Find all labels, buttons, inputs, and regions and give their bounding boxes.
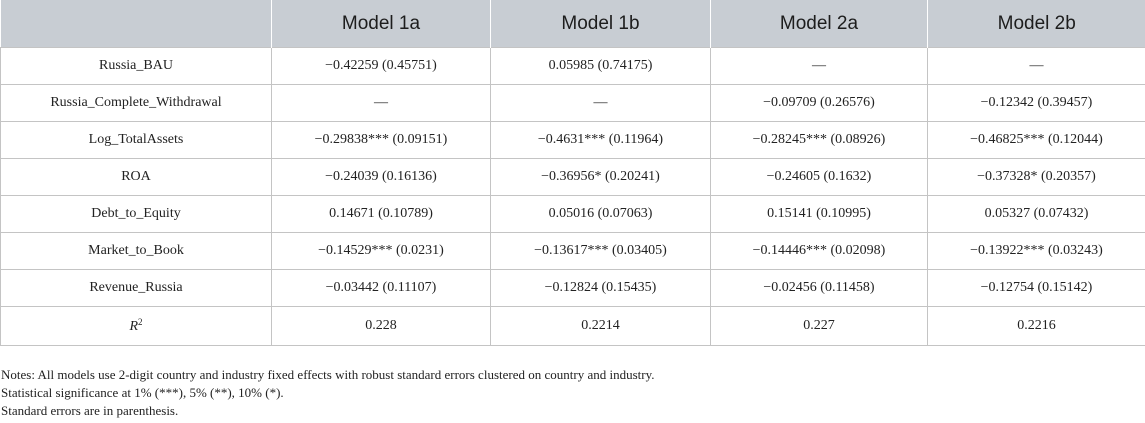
cell: −0.46825*** (0.12044)	[927, 121, 1145, 159]
row-label-r-squared: R2	[0, 306, 272, 346]
cell: −0.28245*** (0.08926)	[710, 121, 928, 159]
cell: —	[710, 47, 928, 85]
cell: −0.24605 (0.1632)	[710, 158, 928, 196]
table-row: Russia_Complete_Withdrawal — — −0.09709 …	[0, 84, 1145, 122]
cell: −0.42259 (0.45751)	[271, 47, 491, 85]
cell: −0.4631*** (0.11964)	[490, 121, 711, 159]
cell: —	[271, 84, 491, 122]
header-blank	[0, 0, 272, 48]
table-row: Revenue_Russia −0.03442 (0.11107) −0.128…	[0, 269, 1145, 307]
cell: 0.05985 (0.74175)	[490, 47, 711, 85]
cell: −0.12754 (0.15142)	[927, 269, 1145, 307]
row-label: Debt_to_Equity	[0, 195, 272, 233]
cell: −0.36956* (0.20241)	[490, 158, 711, 196]
cell: —	[490, 84, 711, 122]
table-row: Log_TotalAssets −0.29838*** (0.09151) −0…	[0, 121, 1145, 159]
table-notes: Notes: All models use 2-digit country an…	[1, 366, 654, 420]
note-standard-errors: Standard errors are in parenthesis.	[1, 403, 179, 418]
row-label: Russia_BAU	[0, 47, 272, 85]
r-squared-symbol: R	[129, 319, 139, 334]
header-model-1b: Model 1b	[490, 0, 711, 48]
cell: −0.12342 (0.39457)	[927, 84, 1145, 122]
cell: −0.03442 (0.11107)	[271, 269, 491, 307]
note-significance: Statistical significance at 1% (***), 5%…	[1, 385, 284, 400]
cell: 0.15141 (0.10995)	[710, 195, 928, 233]
table-row: Market_to_Book −0.14529*** (0.0231) −0.1…	[0, 232, 1145, 270]
cell: −0.13922*** (0.03243)	[927, 232, 1145, 270]
header-model-2b: Model 2b	[927, 0, 1145, 48]
cell: −0.29838*** (0.09151)	[271, 121, 491, 159]
table-row: ROA −0.24039 (0.16136) −0.36956* (0.2024…	[0, 158, 1145, 196]
table-row-r-squared: R2 0.228 0.2214 0.227 0.2216	[0, 306, 1145, 346]
table-row: Russia_BAU −0.42259 (0.45751) 0.05985 (0…	[0, 47, 1145, 85]
cell: 0.14671 (0.10789)	[271, 195, 491, 233]
header-model-1a: Model 1a	[271, 0, 491, 48]
cell: −0.14529*** (0.0231)	[271, 232, 491, 270]
cell: −0.24039 (0.16136)	[271, 158, 491, 196]
cell: 0.2216	[927, 306, 1145, 346]
cell: 0.228	[271, 306, 491, 346]
header-model-2a: Model 2a	[710, 0, 928, 48]
row-label: Market_to_Book	[0, 232, 272, 270]
cell: —	[927, 47, 1145, 85]
cell: −0.12824 (0.15435)	[490, 269, 711, 307]
note-fixed-effects: Notes: All models use 2-digit country an…	[1, 367, 655, 382]
row-label: Log_TotalAssets	[0, 121, 272, 159]
cell: −0.13617*** (0.03405)	[490, 232, 711, 270]
row-label: Russia_Complete_Withdrawal	[0, 84, 272, 122]
cell: 0.227	[710, 306, 928, 346]
cell: 0.2214	[490, 306, 711, 346]
header-row: Model 1a Model 1b Model 2a Model 2b	[0, 0, 1145, 48]
row-label: Revenue_Russia	[0, 269, 272, 307]
table-row: Debt_to_Equity 0.14671 (0.10789) 0.05016…	[0, 195, 1145, 233]
cell: −0.37328* (0.20357)	[927, 158, 1145, 196]
cell: 0.05016 (0.07063)	[490, 195, 711, 233]
row-label: ROA	[0, 158, 272, 196]
r-squared-exponent: 2	[138, 317, 143, 327]
cell: 0.05327 (0.07432)	[927, 195, 1145, 233]
cell: −0.14446*** (0.02098)	[710, 232, 928, 270]
regression-table: Model 1a Model 1b Model 2a Model 2b Russ…	[0, 0, 1145, 346]
cell: −0.09709 (0.26576)	[710, 84, 928, 122]
cell: −0.02456 (0.11458)	[710, 269, 928, 307]
